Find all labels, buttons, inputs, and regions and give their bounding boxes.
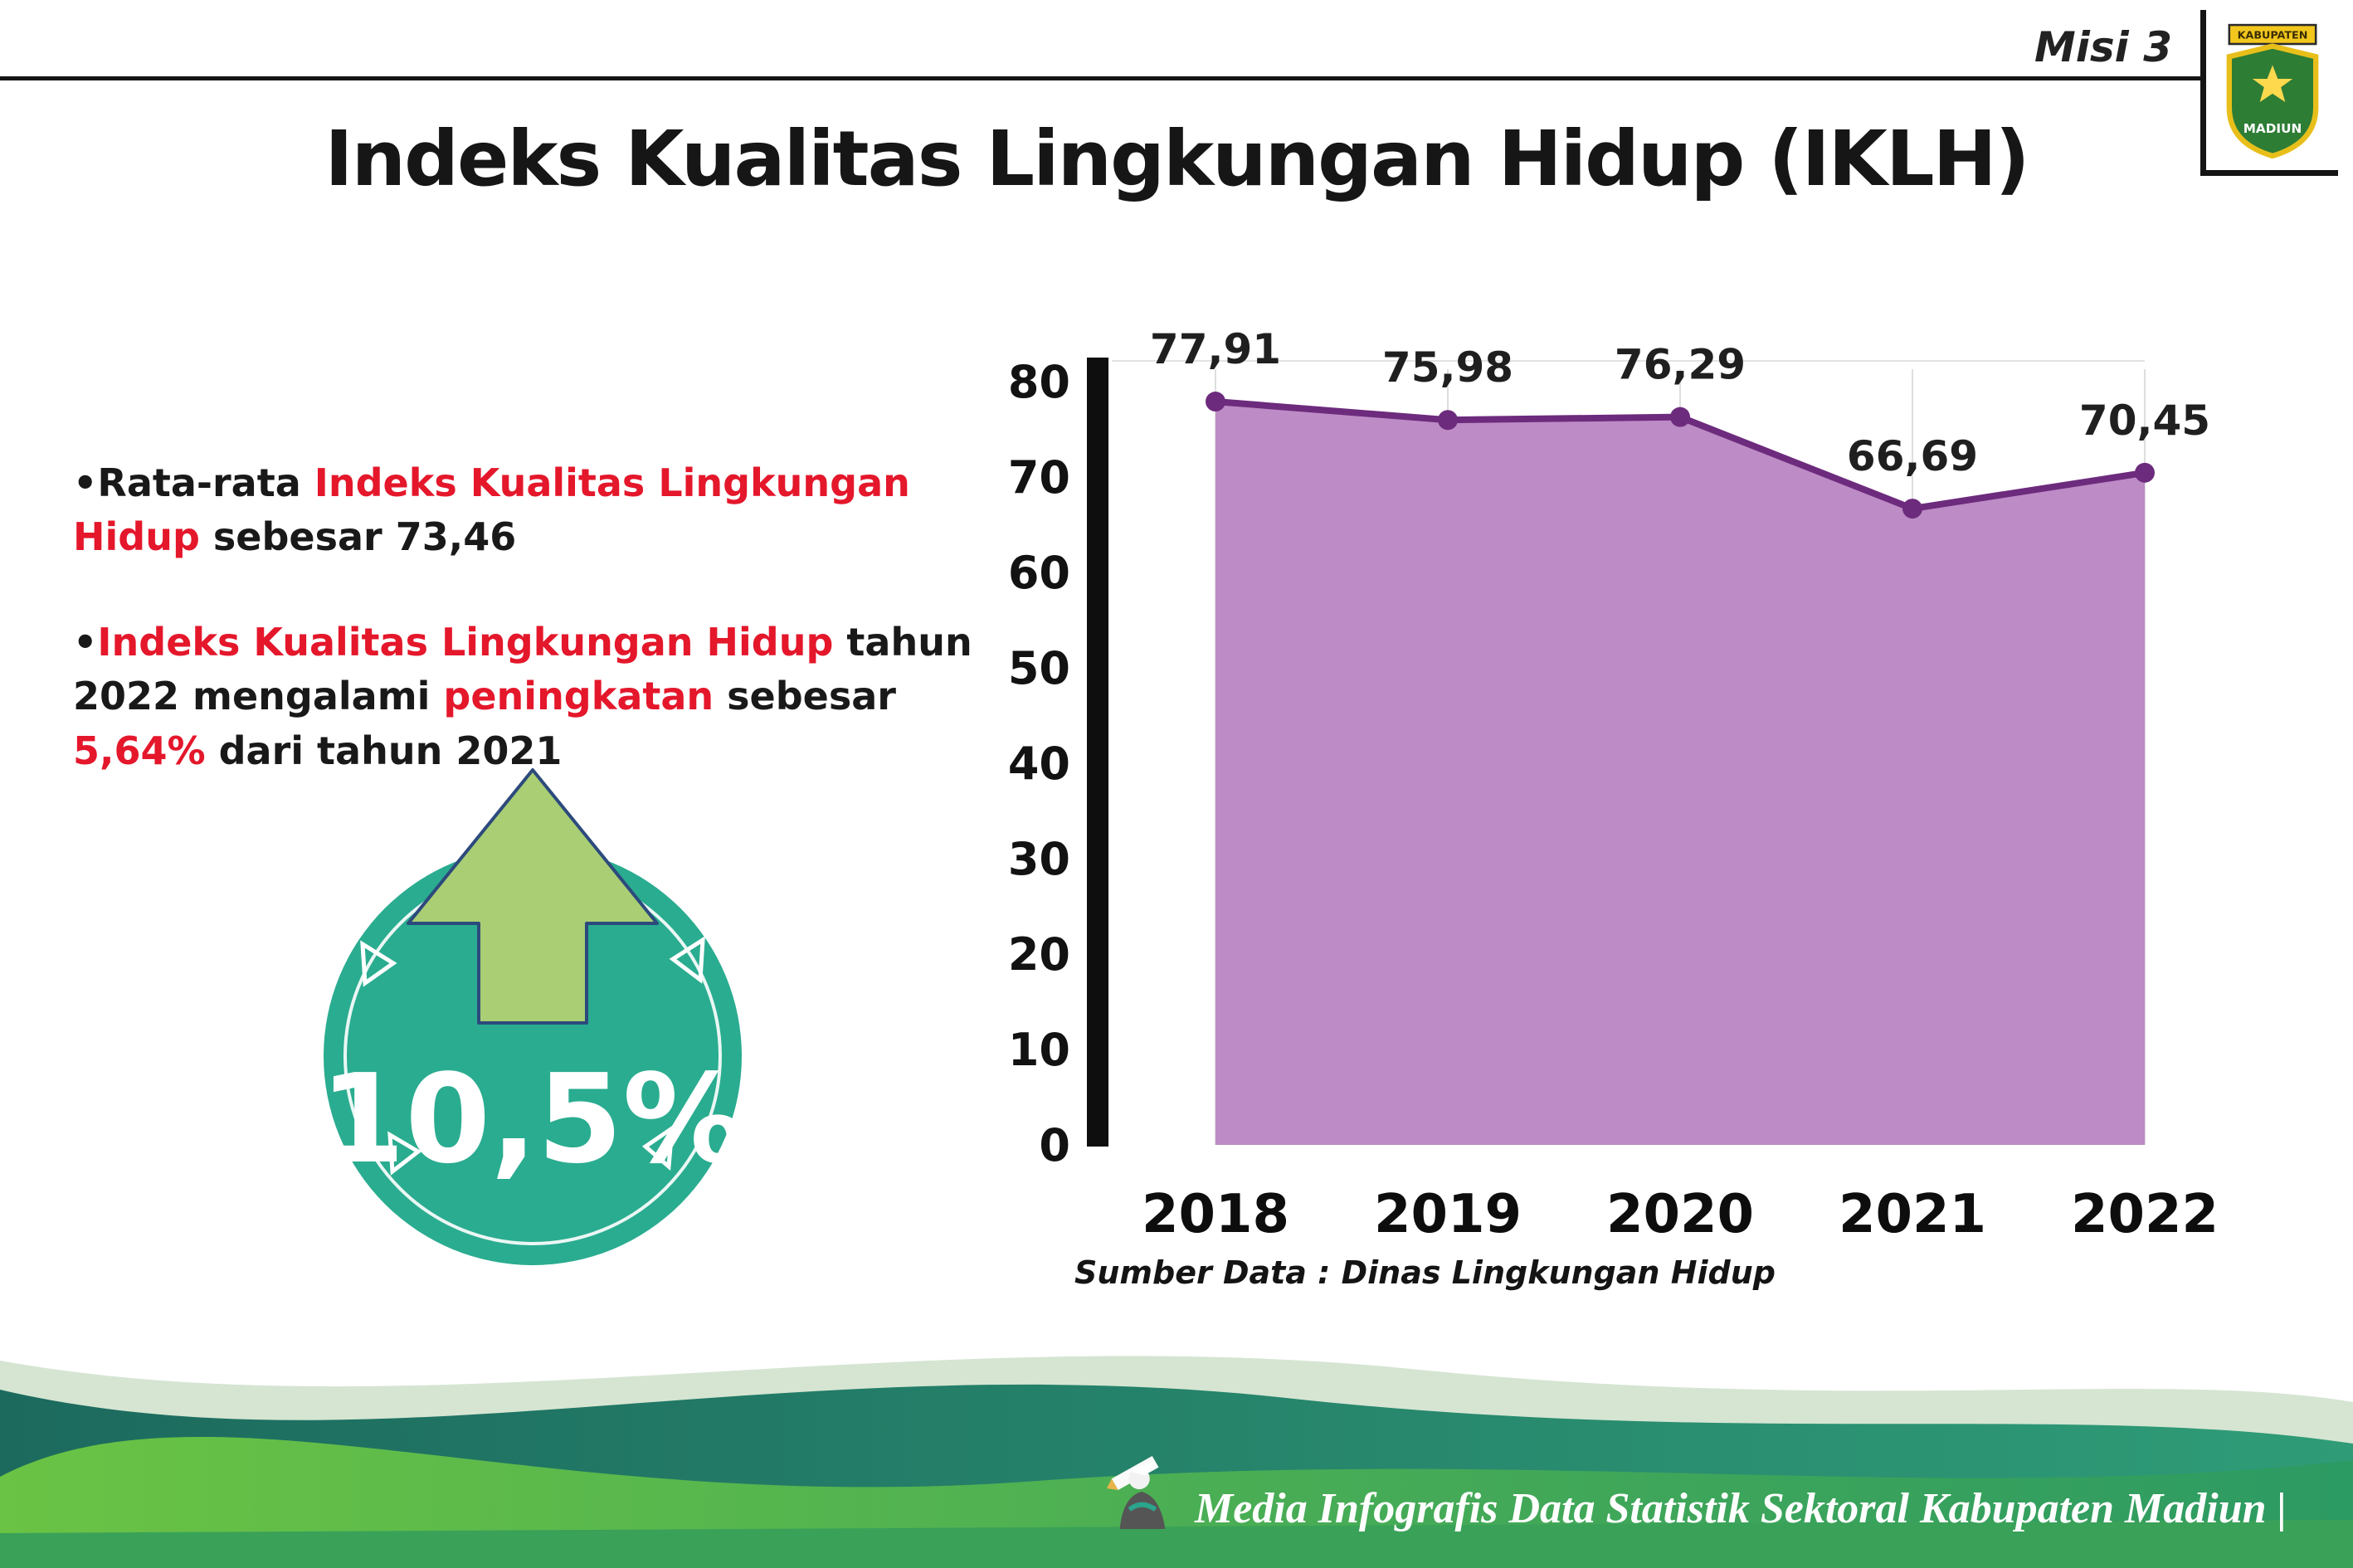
chart-value-label: 76,29 <box>1615 341 1746 389</box>
text-segment-highlight: 5,64% <box>73 728 206 773</box>
iklh-chart-container: 0 10 20 30 40 50 60 70 80 77,91 75,98 76,29 66,69 70,… <box>987 286 2219 1265</box>
chart-point <box>1438 410 1458 431</box>
increase-badge-graphic: 10,5% <box>319 768 746 1265</box>
crest-banner-label: KABUPATEN <box>2237 28 2307 41</box>
y-tick-label: 0 <box>1039 1119 1070 1171</box>
y-axis-bar <box>1087 358 1108 1147</box>
chart-point <box>1206 392 1225 412</box>
chart-value-label: 70,45 <box>2079 397 2210 445</box>
crest-name-label: MADIUN <box>2243 120 2302 135</box>
text-segment: tahun 2022 mengalami <box>73 620 972 719</box>
x-tick-label: 2020 <box>1606 1184 1754 1245</box>
badge-tick-triangle <box>641 1123 675 1171</box>
bullet-iklh-increase: •Indeks Kualitas Lingkungan Hidup tahun … <box>73 616 1019 778</box>
data-source-label: Sumber Data : Dinas Lingkungan Hidup <box>1074 1254 1776 1291</box>
text-segment: sebesar 73,46 <box>199 514 517 560</box>
credit-text: Media Infografis Data Statistik Sektoral… <box>1194 1485 2287 1532</box>
text-segment: Rata-rata <box>97 460 314 505</box>
bullet-average-iklh: •Rata-rata Indeks Kualitas Lingkungan Hi… <box>73 456 1019 565</box>
y-tick-label: 20 <box>1008 928 1070 981</box>
y-tick-label: 30 <box>1008 833 1070 885</box>
chart-area-fill <box>1215 402 2145 1145</box>
text-segment-highlight: Indeks Kualitas Lingkungan Hidup <box>97 620 834 665</box>
crest-shield <box>2226 42 2318 158</box>
badge-tick-triangle <box>387 1131 422 1176</box>
header-rule <box>0 76 2200 80</box>
badge-tick-triangle <box>360 940 397 987</box>
text-segment-highlight: Indeks Kualitas Lingkungan Hidup <box>73 460 910 560</box>
misi-label: Misi 3 <box>2034 23 2172 71</box>
x-tick-label: 2022 <box>2071 1184 2215 1245</box>
badge-circle <box>324 847 742 1265</box>
chart-value-label: 77,91 <box>1150 325 1281 373</box>
y-tick-label: 50 <box>1008 642 1070 694</box>
increase-badge: 10,5% <box>292 745 773 1293</box>
chart-point <box>2135 462 2155 483</box>
bullet-marker: • <box>73 620 98 665</box>
iklh-area-chart: 0 10 20 30 40 50 60 70 80 77,91 75,98 76,29 66,69 70,… <box>1008 325 2219 1245</box>
y-tick-label: 80 <box>1008 356 1070 408</box>
page-title: Indeks Kualitas Lingkungan Hidup (IKLH) <box>324 114 2029 203</box>
y-tick-label: 40 <box>1008 738 1070 790</box>
text-segment: sebesar <box>714 674 896 719</box>
x-tick-label: 2019 <box>1374 1184 1522 1245</box>
mascot-icon <box>1106 1455 1166 1529</box>
y-tick-label: 70 <box>1008 451 1070 504</box>
crest-icon: KABUPATEN MADIUN <box>2226 23 2318 158</box>
bullet-marker: • <box>73 460 98 505</box>
footer-wave-graphic <box>0 1356 2353 1568</box>
badge-percentage: 10,5% <box>319 1048 745 1191</box>
x-tick-label: 2021 <box>1839 1184 1986 1245</box>
crest-star <box>2252 64 2292 102</box>
kabupaten-madiun-logo: KABUPATEN MADIUN <box>2200 10 2338 176</box>
up-arrow-icon <box>407 768 659 1025</box>
badge-tick-triangle <box>669 936 705 984</box>
chart-point <box>1670 407 1690 427</box>
pencil-tip <box>1106 1478 1118 1491</box>
chart-value-label: 75,98 <box>1382 343 1513 392</box>
chart-point <box>1902 499 1922 519</box>
mascot-arm <box>1128 1502 1157 1512</box>
mascot-body <box>1119 1492 1166 1529</box>
x-tick-label: 2018 <box>1142 1184 1289 1245</box>
text-segment-highlight: peningkatan <box>443 674 714 719</box>
y-tick-label: 10 <box>1008 1024 1070 1076</box>
text-segment: dari tahun 2021 <box>205 728 563 773</box>
footer-credit: Media Infografis Data Statistik Sektoral… <box>1105 1450 2287 1533</box>
chart-value-label: 66,69 <box>1847 432 1978 480</box>
wave-bottom-band <box>0 1520 2353 1568</box>
y-tick-label: 60 <box>1008 547 1070 599</box>
mascot-hat <box>1126 1462 1154 1476</box>
